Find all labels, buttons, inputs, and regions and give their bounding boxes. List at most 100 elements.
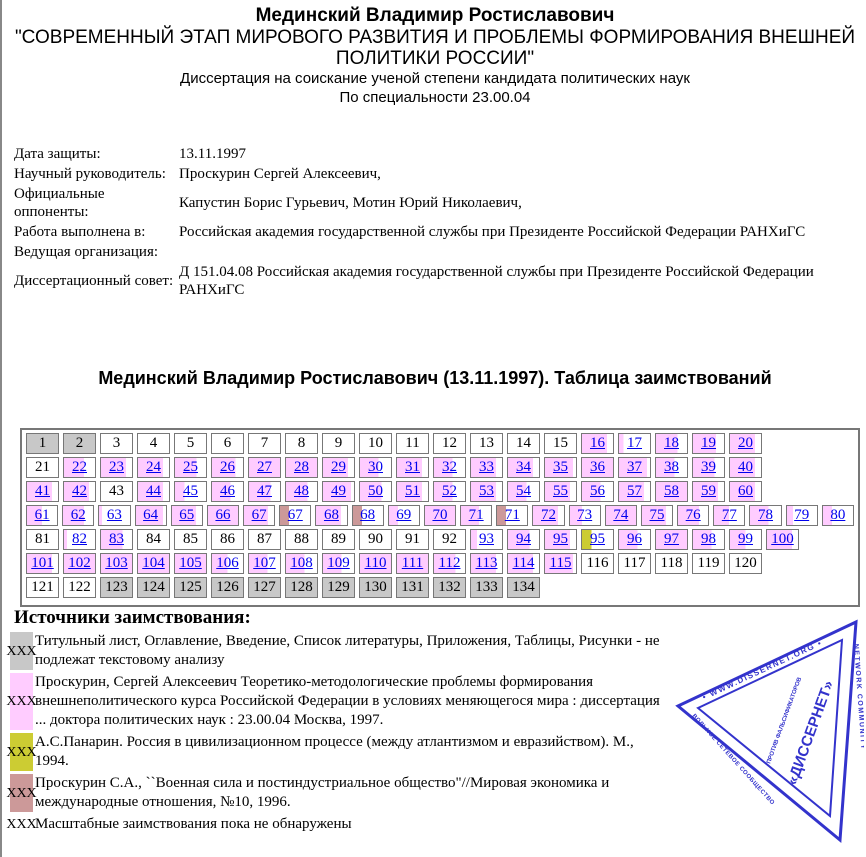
- page-cell-borrowed[interactable]: 112: [433, 553, 466, 574]
- page-link[interactable]: 68: [360, 507, 376, 523]
- page-link[interactable]: 24: [146, 459, 161, 475]
- page-cell-borrowed[interactable]: 96: [618, 529, 651, 550]
- page-cell-borrowed[interactable]: 64: [134, 505, 167, 526]
- page-cell-borrowed[interactable]: 55: [544, 481, 577, 502]
- page-cell-borrowed[interactable]: 111: [396, 553, 429, 574]
- page-cell-borrowed[interactable]: 34: [507, 457, 540, 478]
- page-link[interactable]: 80: [830, 507, 846, 523]
- page-link[interactable]: 51: [405, 483, 420, 499]
- page-cell-borrowed[interactable]: 104: [137, 553, 170, 574]
- page-cell-borrowed[interactable]: 38: [655, 457, 688, 478]
- page-link[interactable]: 100: [771, 531, 794, 547]
- page-link[interactable]: 63: [106, 507, 122, 523]
- page-link[interactable]: 26: [220, 459, 235, 475]
- page-cell-borrowed[interactable]: 74: [604, 505, 637, 526]
- page-link[interactable]: 83: [109, 531, 124, 547]
- page-link[interactable]: 110: [364, 555, 387, 571]
- page-cell-borrowed[interactable]: 95: [544, 529, 577, 550]
- page-link[interactable]: 34: [516, 459, 531, 475]
- page-link[interactable]: 67: [251, 507, 267, 523]
- page-cell-borrowed[interactable]: 106: [211, 553, 244, 574]
- page-cell-borrowed[interactable]: 77: [713, 505, 746, 526]
- page-link[interactable]: 38: [664, 459, 679, 475]
- page-link[interactable]: 54: [516, 483, 531, 499]
- page-link[interactable]: 98: [701, 531, 716, 547]
- page-cell-borrowed[interactable]: 115: [544, 553, 577, 574]
- page-cell-borrowed[interactable]: 70: [423, 505, 457, 526]
- page-link[interactable]: 103: [105, 555, 128, 571]
- page-cell-borrowed[interactable]: 35: [544, 457, 577, 478]
- page-cell-borrowed[interactable]: 42: [63, 481, 96, 502]
- page-link[interactable]: 50: [368, 483, 383, 499]
- page-cell-borrowed[interactable]: 109: [322, 553, 355, 574]
- page-cell-borrowed[interactable]: 75: [640, 505, 674, 526]
- page-cell-borrowed[interactable]: 54: [507, 481, 540, 502]
- page-cell-borrowed[interactable]: 47: [248, 481, 281, 502]
- page-cell-borrowed[interactable]: 18: [655, 433, 688, 454]
- page-link[interactable]: 78: [758, 507, 774, 523]
- page-link[interactable]: 62: [70, 507, 86, 523]
- page-link[interactable]: 39: [701, 459, 716, 475]
- page-link[interactable]: 16: [590, 435, 605, 451]
- page-cell-borrowed[interactable]: 48: [285, 481, 318, 502]
- page-link[interactable]: 31: [405, 459, 420, 475]
- page-link[interactable]: 76: [685, 507, 701, 523]
- page-link[interactable]: 55: [553, 483, 568, 499]
- page-cell-borrowed[interactable]: 16: [581, 433, 614, 454]
- page-cell-borrowed[interactable]: 53: [470, 481, 503, 502]
- page-cell-borrowed[interactable]: 52: [433, 481, 466, 502]
- page-link[interactable]: 27: [257, 459, 272, 475]
- page-cell-borrowed[interactable]: 33: [470, 457, 503, 478]
- page-cell-borrowed[interactable]: 67: [243, 505, 276, 526]
- page-cell-borrowed[interactable]: 93: [470, 529, 503, 550]
- page-cell-borrowed[interactable]: 22: [63, 457, 96, 478]
- page-link[interactable]: 59: [701, 483, 716, 499]
- page-link[interactable]: 45: [183, 483, 198, 499]
- page-link[interactable]: 102: [68, 555, 91, 571]
- page-link[interactable]: 28: [294, 459, 309, 475]
- page-link[interactable]: 74: [613, 507, 629, 523]
- page-cell-borrowed[interactable]: 60: [729, 481, 762, 502]
- page-cell-borrowed[interactable]: 49: [322, 481, 355, 502]
- page-link[interactable]: 105: [179, 555, 202, 571]
- page-cell-borrowed[interactable]: 71: [496, 505, 529, 526]
- page-cell-borrowed[interactable]: 51: [396, 481, 429, 502]
- page-cell-borrowed[interactable]: 32: [433, 457, 466, 478]
- page-link[interactable]: 94: [516, 531, 531, 547]
- page-cell-borrowed[interactable]: 73: [568, 505, 601, 526]
- page-link[interactable]: 33: [479, 459, 494, 475]
- page-link[interactable]: 64: [143, 507, 159, 523]
- page-cell-borrowed[interactable]: 26: [211, 457, 244, 478]
- page-link[interactable]: 37: [627, 459, 642, 475]
- page-cell-borrowed[interactable]: 30: [359, 457, 392, 478]
- page-link[interactable]: 32: [442, 459, 457, 475]
- page-link[interactable]: 115: [549, 555, 572, 571]
- page-link[interactable]: 40: [738, 459, 753, 475]
- page-link[interactable]: 66: [215, 507, 231, 523]
- page-cell-borrowed[interactable]: 79: [785, 505, 818, 526]
- page-cell-borrowed[interactable]: 63: [98, 505, 131, 526]
- page-link[interactable]: 99: [738, 531, 753, 547]
- page-cell-borrowed[interactable]: 97: [655, 529, 688, 550]
- page-link[interactable]: 95: [553, 531, 568, 547]
- page-cell-borrowed[interactable]: 107: [248, 553, 281, 574]
- page-link[interactable]: 93: [479, 531, 494, 547]
- page-link[interactable]: 67: [287, 507, 303, 523]
- page-link[interactable]: 30: [368, 459, 383, 475]
- page-cell-borrowed[interactable]: 108: [285, 553, 318, 574]
- page-cell-borrowed[interactable]: 99: [729, 529, 762, 550]
- page-link[interactable]: 53: [479, 483, 494, 499]
- page-link[interactable]: 77: [721, 507, 737, 523]
- page-cell-borrowed[interactable]: 114: [507, 553, 540, 574]
- page-link[interactable]: 96: [627, 531, 642, 547]
- page-cell-borrowed[interactable]: 95: [581, 529, 614, 550]
- page-cell-borrowed[interactable]: 68: [315, 505, 348, 526]
- page-cell-borrowed[interactable]: 72: [532, 505, 565, 526]
- page-link[interactable]: 42: [72, 483, 87, 499]
- page-link[interactable]: 22: [72, 459, 87, 475]
- page-cell-borrowed[interactable]: 67: [279, 505, 312, 526]
- page-cell-borrowed[interactable]: 36: [581, 457, 614, 478]
- page-link[interactable]: 47: [257, 483, 272, 499]
- page-cell-borrowed[interactable]: 25: [174, 457, 207, 478]
- page-cell-borrowed[interactable]: 66: [206, 505, 240, 526]
